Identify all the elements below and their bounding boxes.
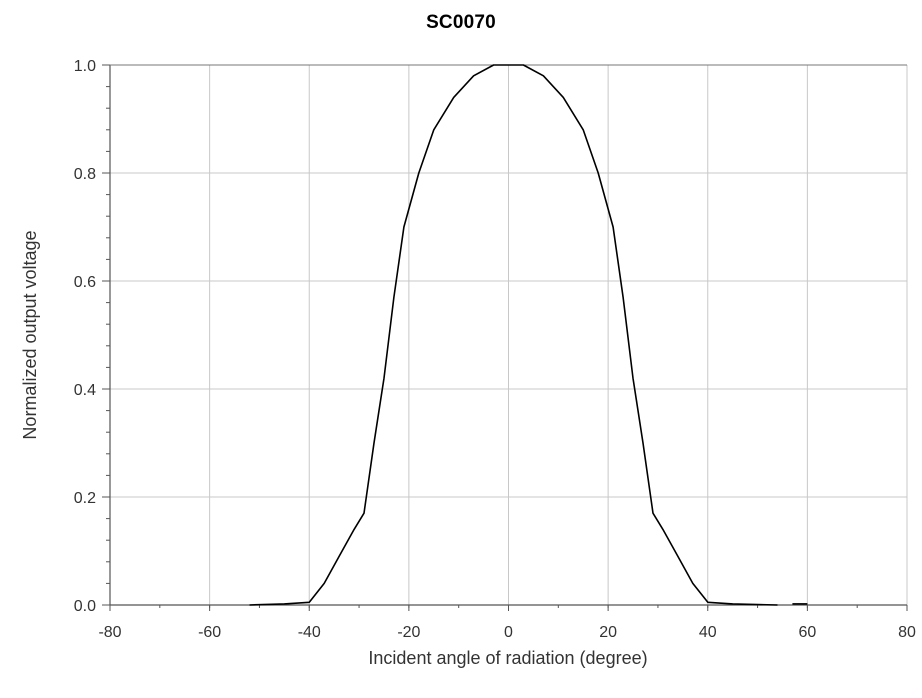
series-group <box>249 64 808 606</box>
y-tick-label: 0.2 <box>74 490 96 507</box>
x-tick-label: -60 <box>198 624 221 641</box>
y-tick-label: 1.0 <box>74 58 96 75</box>
x-tick-label: 40 <box>699 624 717 641</box>
y-tick-label: 0.4 <box>74 382 96 399</box>
y-tick-label: 0.8 <box>74 166 96 183</box>
y-tick-label: 0.6 <box>74 274 96 291</box>
x-tick-label: 80 <box>898 624 916 641</box>
x-tick-label: 0 <box>504 624 513 641</box>
x-axis-title: Incident angle of radiation (degree) <box>368 648 647 668</box>
series-line <box>249 64 778 606</box>
y-tick-label: 0.0 <box>74 598 96 615</box>
x-tick-label: 20 <box>599 624 617 641</box>
x-tick-label: -40 <box>298 624 321 641</box>
tick-labels: -80 -60 -40 -20 0 20 40 60 80 0.0 0.2 0.4 0.6 0.8 1.0 <box>74 58 916 641</box>
x-tick-label: 60 <box>798 624 816 641</box>
y-axis-title: Normalized output voltage <box>20 230 40 439</box>
x-tick-label: -80 <box>98 624 121 641</box>
minor-ticks <box>106 64 908 608</box>
chart-title: SC0070 <box>426 12 496 33</box>
x-tick-label: -20 <box>397 624 420 641</box>
